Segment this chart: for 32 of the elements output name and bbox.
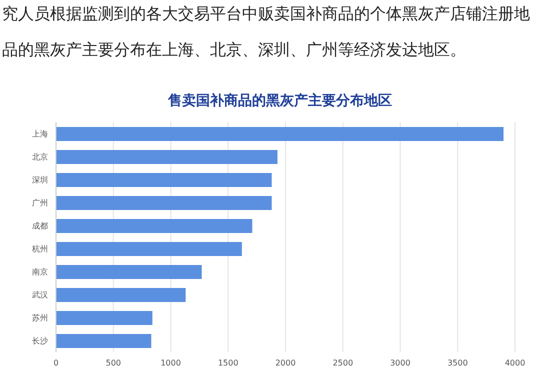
x-tick-label: 1500 [218, 358, 238, 368]
bar [56, 219, 252, 233]
chart-title: 售卖国补商品的黑灰产主要分布地区 [167, 92, 393, 110]
bar [56, 242, 242, 256]
bar [56, 173, 272, 187]
y-tick-label: 上海 [32, 129, 48, 138]
text: 品的黑灰产主要分布在上海、北京、深圳、广州等经济发达地区。 [2, 40, 466, 61]
bar [56, 311, 152, 325]
y-tick-label: 北京 [32, 152, 48, 162]
bar [56, 150, 278, 164]
text: 究人员根据监测到的各大交易平台中贩卖国补商品的个体黑灰产店铺注册地 [2, 4, 530, 25]
bar [56, 288, 186, 302]
x-tick-label: 1000 [160, 358, 181, 368]
x-tick-label: 2000 [275, 358, 296, 368]
x-tick-label: 0 [53, 358, 59, 368]
y-tick-label: 苏州 [32, 313, 48, 322]
y-tick-label: 武汉 [32, 290, 48, 300]
x-tick-label: 2500 [332, 358, 354, 368]
x-tick-label: 4000 [504, 358, 526, 368]
bar [56, 334, 152, 348]
x-tick-label: 3500 [447, 358, 468, 368]
y-tick-label: 长沙 [32, 336, 48, 346]
y-tick-label: 杭州 [31, 244, 48, 254]
bar [56, 265, 202, 279]
x-tick-label: 3000 [390, 358, 410, 368]
y-tick-label: 深圳 [32, 175, 48, 184]
y-tick-label: 成都 [32, 221, 48, 230]
y-tick-label: 南京 [32, 267, 48, 276]
y-tick-label: 广州 [32, 198, 48, 208]
x-tick-label: 500 [106, 358, 122, 368]
bar [56, 127, 504, 141]
bar [56, 196, 272, 210]
